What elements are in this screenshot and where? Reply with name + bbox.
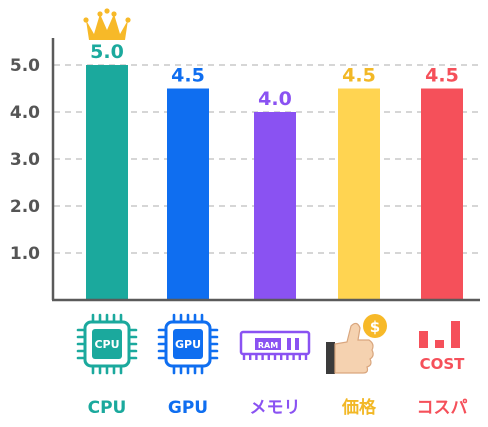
- crown-jewel: [125, 17, 131, 23]
- chip-label: GPU: [175, 338, 201, 351]
- bar: [167, 88, 209, 300]
- bar: [421, 88, 463, 300]
- ram-slot: [295, 338, 299, 350]
- value-labels: 5.0 4.5 4.0 4.5 4.5: [90, 41, 459, 110]
- dollar-sign: $: [370, 318, 380, 336]
- crown-shape: [86, 14, 128, 40]
- category-label: CPU: [88, 398, 127, 418]
- value-label: 5.0: [90, 41, 124, 63]
- category-label: コスパ: [417, 398, 468, 418]
- chip-core: [92, 329, 122, 359]
- category-label: GPU: [168, 398, 208, 418]
- cost-chart-icon: COST: [419, 321, 465, 373]
- ram-label: RAM: [258, 341, 278, 350]
- y-tick-label: 3.0: [10, 150, 40, 170]
- sleeve: [326, 342, 335, 374]
- ram-slot: [287, 338, 291, 350]
- crown-jewel: [104, 8, 110, 14]
- category-icons: CPU GPU RAM $ COST: [76, 313, 465, 375]
- crown-jewel: [111, 11, 117, 17]
- cost-bar: [435, 340, 444, 348]
- value-label: 4.5: [342, 65, 376, 87]
- crown-jewel: [97, 11, 103, 17]
- bars: [86, 65, 463, 300]
- category-label: 価格: [341, 397, 377, 418]
- crown-jewel: [83, 17, 89, 23]
- cost-label: COST: [420, 355, 466, 373]
- coin: [363, 314, 387, 338]
- y-tick-label: 2.0: [10, 197, 40, 217]
- cost-bar: [451, 321, 460, 348]
- hand: [334, 322, 374, 374]
- category-label: メモリ: [250, 398, 301, 418]
- value-label: 4.0: [258, 88, 292, 110]
- ram-chip: [255, 338, 281, 350]
- y-tick-label: 5.0: [10, 56, 40, 76]
- y-axis-ticks: 5.0 4.0 3.0 2.0 1.0: [10, 56, 40, 264]
- crown-icon: [83, 8, 131, 40]
- bar: [86, 65, 128, 300]
- category-labels: CPU GPU メモリ 価格 コスパ: [88, 397, 468, 418]
- thumbs-up-dollar-icon: $: [326, 314, 387, 374]
- y-tick-label: 1.0: [10, 244, 40, 264]
- cost-bar: [419, 331, 428, 348]
- value-label: 4.5: [425, 65, 459, 87]
- ram-module-icon: RAM: [239, 330, 311, 360]
- chip-label: CPU: [94, 338, 119, 351]
- bar: [254, 112, 296, 300]
- cpu-chip-icon: CPU: [76, 313, 138, 375]
- chip-core: [173, 329, 203, 359]
- bar: [338, 88, 380, 300]
- gpu-chip-icon: GPU: [157, 313, 219, 375]
- value-label: 4.5: [171, 65, 205, 87]
- y-tick-label: 4.0: [10, 103, 40, 123]
